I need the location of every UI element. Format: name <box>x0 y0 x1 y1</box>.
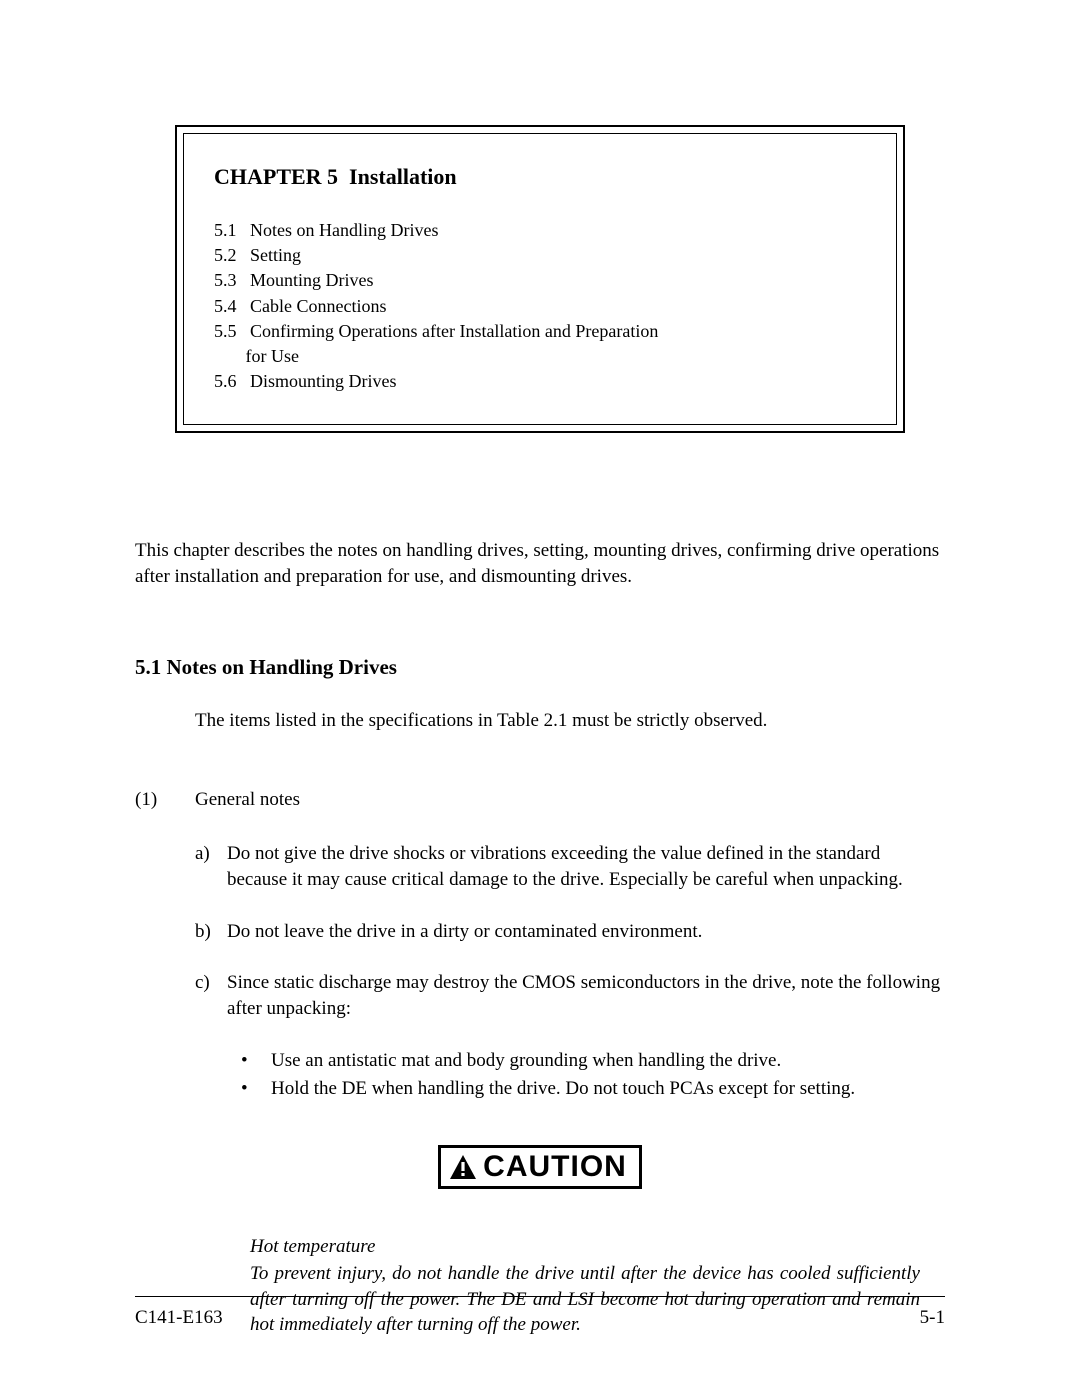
page: CHAPTER 5 Installation 5.1 Notes on Hand… <box>0 0 1080 1397</box>
section-body: The items listed in the specifications i… <box>195 708 945 734</box>
bullet-item: • Hold the DE when handling the drive. D… <box>235 1075 945 1103</box>
caution-lead: Hot temperature <box>250 1234 920 1260</box>
caution-label: CAUTION <box>483 1150 627 1184</box>
bullet-text: Use an antistatic mat and body grounding… <box>271 1047 781 1075</box>
list-item-label: a) <box>195 841 227 892</box>
page-footer: C141-E163 5-1 <box>135 1296 945 1329</box>
chapter-toc-line: 5.5 Confirming Operations after Installa… <box>214 319 856 344</box>
lettered-list: a) Do not give the drive shocks or vibra… <box>135 841 945 1021</box>
list-item: c) Since static discharge may destroy th… <box>195 970 945 1021</box>
bullet-text: Hold the DE when handling the drive. Do … <box>271 1075 855 1103</box>
chapter-toc-line: 5.1 Notes on Handling Drives <box>214 218 856 243</box>
bullet-list: • Use an antistatic mat and body groundi… <box>235 1047 945 1102</box>
chapter-toc-line: for Use <box>214 344 856 369</box>
chapter-toc-line: 5.2 Setting <box>214 243 856 268</box>
caution-badge-wrapper: CAUTION <box>135 1145 945 1189</box>
caution-badge: CAUTION <box>438 1145 642 1189</box>
bullet-icon: • <box>235 1047 271 1075</box>
list-item-body: Do not leave the drive in a dirty or con… <box>227 919 945 945</box>
chapter-title: CHAPTER 5 Installation <box>214 164 856 190</box>
list-item: a) Do not give the drive shocks or vibra… <box>195 841 945 892</box>
list-item-label: c) <box>195 970 227 1021</box>
chapter-toc-line: 5.4 Cable Connections <box>214 294 856 319</box>
section-heading: 5.1 Notes on Handling Drives <box>135 655 945 680</box>
intro-paragraph: This chapter describes the notes on hand… <box>135 538 945 589</box>
list-item-label: b) <box>195 919 227 945</box>
chapter-toc-line: 5.6 Dismounting Drives <box>214 369 856 394</box>
chapter-box-outer: CHAPTER 5 Installation 5.1 Notes on Hand… <box>175 125 905 433</box>
chapter-box: CHAPTER 5 Installation 5.1 Notes on Hand… <box>183 133 897 425</box>
footer-page-number: 5-1 <box>920 1307 945 1329</box>
numbered-heading: (1) General notes <box>135 789 945 811</box>
bullet-item: • Use an antistatic mat and body groundi… <box>235 1047 945 1075</box>
numbered-label: (1) <box>135 789 195 811</box>
footer-doc-id: C141-E163 <box>135 1307 223 1329</box>
list-item: b) Do not leave the drive in a dirty or … <box>195 919 945 945</box>
warning-triangle-icon <box>449 1154 477 1180</box>
list-item-body: Since static discharge may destroy the C… <box>227 970 945 1021</box>
numbered-text: General notes <box>195 789 945 811</box>
page-content: CHAPTER 5 Installation 5.1 Notes on Hand… <box>135 125 945 1262</box>
chapter-toc-line: 5.3 Mounting Drives <box>214 268 856 293</box>
bullet-icon: • <box>235 1075 271 1103</box>
list-item-body: Do not give the drive shocks or vibratio… <box>227 841 945 892</box>
